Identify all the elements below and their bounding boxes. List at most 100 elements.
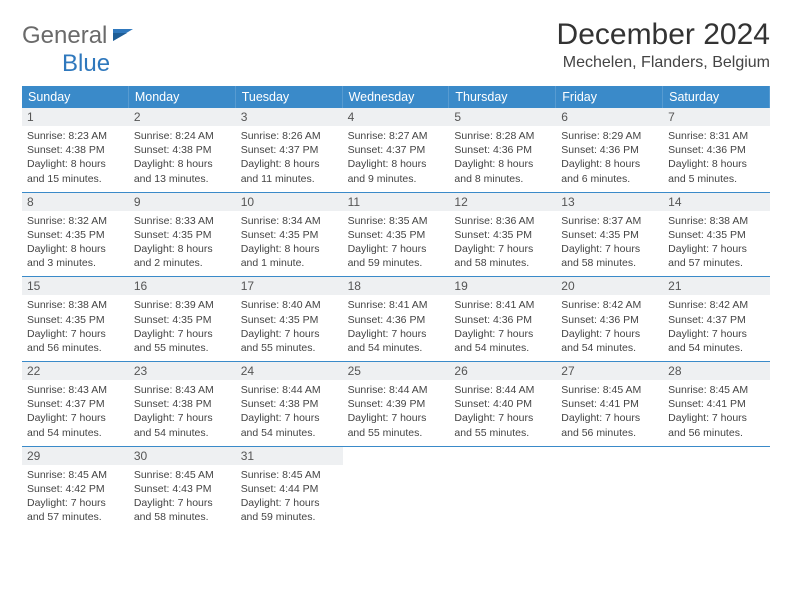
day-info-line: Sunset: 4:35 PM (134, 228, 231, 242)
day-info-line: and 11 minutes. (241, 172, 338, 186)
day-cell: 15Sunrise: 8:38 AMSunset: 4:35 PMDayligh… (22, 277, 129, 361)
empty-cell (343, 447, 450, 531)
day-info-line: and 58 minutes. (561, 256, 658, 270)
day-info-line: Sunrise: 8:45 AM (134, 468, 231, 482)
location-text: Mechelen, Flanders, Belgium (557, 54, 770, 72)
day-info-line: Daylight: 7 hours (348, 327, 445, 341)
day-number: 6 (556, 108, 663, 126)
day-info: Sunrise: 8:24 AMSunset: 4:38 PMDaylight:… (134, 129, 231, 186)
day-info-line: Daylight: 7 hours (668, 327, 765, 341)
day-number: 14 (663, 193, 770, 211)
brand-logo: General (22, 18, 137, 50)
day-info-line: Sunrise: 8:23 AM (27, 129, 124, 143)
day-cell: 17Sunrise: 8:40 AMSunset: 4:35 PMDayligh… (236, 277, 343, 361)
day-number: 9 (129, 193, 236, 211)
day-info-line: Daylight: 7 hours (27, 496, 124, 510)
day-cell: 27Sunrise: 8:45 AMSunset: 4:41 PMDayligh… (556, 362, 663, 446)
day-info-line: Daylight: 7 hours (561, 242, 658, 256)
day-info-line: and 2 minutes. (134, 256, 231, 270)
day-cell: 11Sunrise: 8:35 AMSunset: 4:35 PMDayligh… (343, 193, 450, 277)
day-info: Sunrise: 8:41 AMSunset: 4:36 PMDaylight:… (454, 298, 551, 355)
day-number: 4 (343, 108, 450, 126)
day-info: Sunrise: 8:40 AMSunset: 4:35 PMDaylight:… (241, 298, 338, 355)
day-info-line: Sunrise: 8:32 AM (27, 214, 124, 228)
day-info-line: and 54 minutes. (454, 341, 551, 355)
day-number: 24 (236, 362, 343, 380)
day-cell: 24Sunrise: 8:44 AMSunset: 4:38 PMDayligh… (236, 362, 343, 446)
day-info-line: Sunrise: 8:40 AM (241, 298, 338, 312)
day-info: Sunrise: 8:45 AMSunset: 4:41 PMDaylight:… (668, 383, 765, 440)
day-cell: 9Sunrise: 8:33 AMSunset: 4:35 PMDaylight… (129, 193, 236, 277)
day-info: Sunrise: 8:34 AMSunset: 4:35 PMDaylight:… (241, 214, 338, 271)
day-info-line: Daylight: 8 hours (241, 242, 338, 256)
brand-part1: General (22, 22, 107, 50)
days-of-week-header: SundayMondayTuesdayWednesdayThursdayFrid… (22, 86, 770, 108)
day-info-line: Daylight: 8 hours (454, 157, 551, 171)
day-info-line: Daylight: 7 hours (561, 411, 658, 425)
week-row: 29Sunrise: 8:45 AMSunset: 4:42 PMDayligh… (22, 447, 770, 531)
day-info-line: Daylight: 8 hours (561, 157, 658, 171)
day-info-line: and 55 minutes. (454, 426, 551, 440)
month-title: December 2024 (557, 18, 770, 52)
day-info-line: Daylight: 7 hours (241, 411, 338, 425)
day-cell: 12Sunrise: 8:36 AMSunset: 4:35 PMDayligh… (449, 193, 556, 277)
day-info-line: Sunset: 4:35 PM (27, 313, 124, 327)
weeks-container: 1Sunrise: 8:23 AMSunset: 4:38 PMDaylight… (22, 108, 770, 530)
day-info-line: Sunrise: 8:42 AM (561, 298, 658, 312)
day-cell: 10 Sunrise: 8:34 AMSunset: 4:35 PMDayligh… (236, 193, 343, 277)
day-info-line: and 54 minutes. (134, 426, 231, 440)
day-info-line: Sunset: 4:36 PM (348, 313, 445, 327)
day-cell: 5Sunrise: 8:28 AMSunset: 4:36 PMDaylight… (449, 108, 556, 192)
day-info-line: Daylight: 8 hours (134, 157, 231, 171)
day-info-line: Sunrise: 8:34 AM (241, 214, 338, 228)
day-info: Sunrise: 8:27 AMSunset: 4:37 PMDaylight:… (348, 129, 445, 186)
day-info-line: Sunrise: 8:41 AM (454, 298, 551, 312)
day-info-line: and 59 minutes. (241, 510, 338, 524)
day-number: 1 (22, 108, 129, 126)
day-info: Sunrise: 8:44 AMSunset: 4:40 PMDaylight:… (454, 383, 551, 440)
day-info-line: and 59 minutes. (348, 256, 445, 270)
day-info-line: Sunrise: 8:27 AM (348, 129, 445, 143)
day-info-line: and 8 minutes. (454, 172, 551, 186)
day-info-line: Sunset: 4:37 PM (348, 143, 445, 157)
day-info-line: Sunset: 4:35 PM (27, 228, 124, 242)
day-info-line: and 15 minutes. (27, 172, 124, 186)
day-number: 10 (236, 193, 343, 211)
day-info-line: Daylight: 7 hours (348, 411, 445, 425)
dow-cell: Friday (556, 86, 663, 108)
day-info: Sunrise: 8:28 AMSunset: 4:36 PMDaylight:… (454, 129, 551, 186)
day-number: 13 (556, 193, 663, 211)
day-cell: 13Sunrise: 8:37 AMSunset: 4:35 PMDayligh… (556, 193, 663, 277)
day-info-line: Sunset: 4:38 PM (134, 397, 231, 411)
day-info-line: Sunrise: 8:45 AM (241, 468, 338, 482)
day-info-line: Sunrise: 8:44 AM (348, 383, 445, 397)
day-info-line: Daylight: 7 hours (561, 327, 658, 341)
day-cell: 7Sunrise: 8:31 AMSunset: 4:36 PMDaylight… (663, 108, 770, 192)
week-row: 8Sunrise: 8:32 AMSunset: 4:35 PMDaylight… (22, 193, 770, 278)
day-info: Sunrise: 8:35 AMSunset: 4:35 PMDaylight:… (348, 214, 445, 271)
header: General December 2024 Mechelen, Flanders… (22, 18, 770, 72)
day-number: 3 (236, 108, 343, 126)
day-info-line: Sunset: 4:44 PM (241, 482, 338, 496)
day-info-line: Sunset: 4:37 PM (668, 313, 765, 327)
day-info-line: Sunrise: 8:37 AM (561, 214, 658, 228)
day-cell: 8Sunrise: 8:32 AMSunset: 4:35 PMDaylight… (22, 193, 129, 277)
day-info-line: Sunrise: 8:38 AM (27, 298, 124, 312)
day-info-line: Sunset: 4:35 PM (348, 228, 445, 242)
week-row: 15Sunrise: 8:38 AMSunset: 4:35 PMDayligh… (22, 277, 770, 362)
day-info-line: Daylight: 7 hours (134, 496, 231, 510)
day-number: 27 (556, 362, 663, 380)
day-info-line: and 54 minutes. (241, 426, 338, 440)
day-info-line: Sunrise: 8:44 AM (454, 383, 551, 397)
day-info-line: Sunset: 4:37 PM (241, 143, 338, 157)
day-info: Sunrise: 8:38 AMSunset: 4:35 PMDaylight:… (668, 214, 765, 271)
day-number: 8 (22, 193, 129, 211)
day-info-line: Daylight: 8 hours (348, 157, 445, 171)
day-cell: 22Sunrise: 8:43 AMSunset: 4:37 PMDayligh… (22, 362, 129, 446)
day-info-line: Sunset: 4:38 PM (134, 143, 231, 157)
day-number: 25 (343, 362, 450, 380)
day-info-line: Sunrise: 8:26 AM (241, 129, 338, 143)
day-info-line: Sunrise: 8:33 AM (134, 214, 231, 228)
day-info-line: Sunset: 4:35 PM (668, 228, 765, 242)
day-info-line: and 1 minute. (241, 256, 338, 270)
